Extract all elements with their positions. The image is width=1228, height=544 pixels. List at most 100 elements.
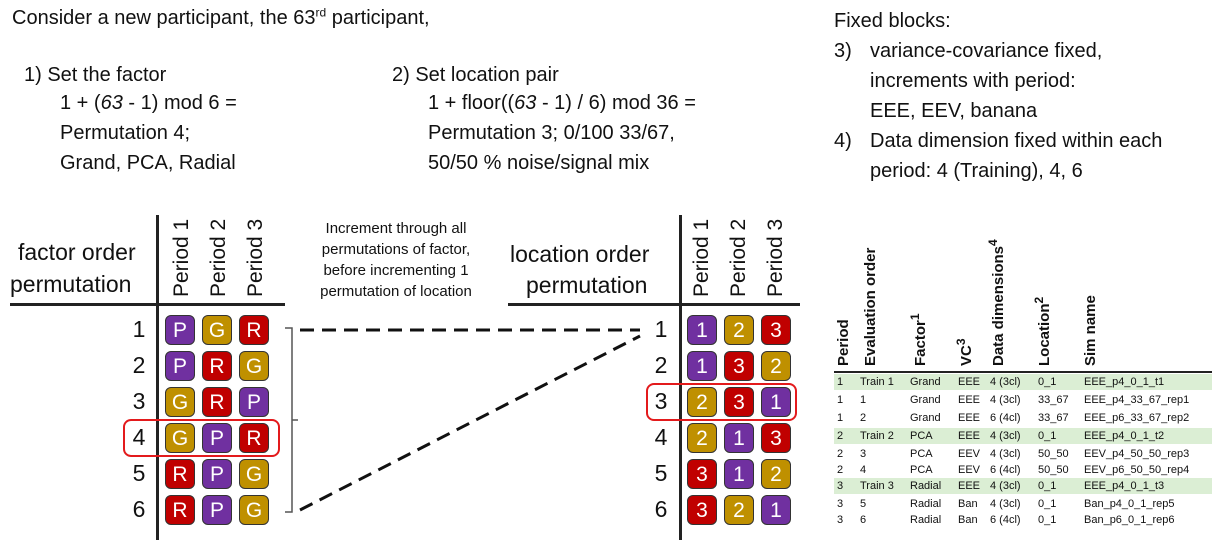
factor-grid-horizontal-line [10,303,285,306]
table-row: 1 2 Grand EEE 6 (4cl) 33_67 EEE_p6_33_67_rep2 [834,410,1212,426]
table-cell: 33_67 [1038,412,1069,424]
table-cell: Ban_p6_0_1_rep6 [1084,514,1175,526]
factor-bracket [285,327,298,513]
table-cell: 4 (3cl) [990,480,1021,492]
table-cell: Train 3 [860,480,894,492]
table-cell: 6 [860,514,867,526]
table-cell: EEE [958,480,981,492]
location-period-2: Period 2 [727,218,750,297]
factor-cell: R [202,351,232,381]
sim-table-header-text: Period [835,319,852,366]
step1-permutation: Permutation 4; [60,122,191,144]
factor-cell: R [239,423,269,453]
table-cell: EEE [958,412,981,424]
table-cell: 5 [860,498,867,510]
step1-heading: 1) Set the factor [24,64,167,86]
location-cell: 3 [724,387,754,417]
factor-cell: P [239,387,269,417]
sim-table-header-text: Factor [912,320,929,366]
sim-table-header-sup: 2 [1032,296,1046,304]
factor-cell: G [165,387,195,417]
location-cell: 1 [724,459,754,489]
table-cell: EEV [958,464,981,476]
location-cell: 2 [724,495,754,525]
factor-grid-vertical-line [156,215,159,540]
table-cell: 50_50 [1038,448,1069,460]
factor-cell: P [202,423,232,453]
sim-table-header: Data dimensions4 [986,239,1008,366]
table-cell: Ban_p4_0_1_rep5 [1084,498,1175,510]
table-cell: 3 [860,448,867,460]
table-cell: EEE_p4_0_1_t2 [1084,430,1165,442]
table-cell: 0_1 [1038,376,1057,388]
step2-mix: 50/50 % noise/signal mix [428,152,650,174]
table-cell: EEE [958,376,981,388]
location-cell: 3 [761,423,791,453]
location-cell: 3 [687,459,717,489]
table-cell: 1 [837,412,844,424]
table-cell: 4 (3cl) [990,394,1021,406]
factor-cell: G [239,495,269,525]
table-cell: 1 [860,394,867,406]
table-cell: 3 [837,480,844,492]
sim-table-header: VC3 [954,338,976,366]
location-cell: 3 [761,315,791,345]
sim-table-header: Location2 [1032,297,1054,366]
location-row-number: 1 [654,316,668,342]
location-cell: 1 [687,315,717,345]
factor-row-number: 3 [132,388,146,414]
sim-table-header-rule [834,371,1212,373]
location-cell: 1 [761,387,791,417]
table-cell: Train 1 [860,376,894,388]
table-cell: EEE_p6_33_67_rep2 [1084,412,1190,424]
sim-table-header-sup: 3 [954,338,968,346]
sim-table-header: Sim name [1082,295,1100,366]
factor-period-1: Period 1 [170,218,193,297]
sim-table-header-sup: 1 [908,313,922,321]
factor-cell: R [202,387,232,417]
factor-cell: G [239,351,269,381]
step1-factors: Grand, PCA, Radial [60,152,236,174]
table-cell: 4 (3cl) [990,448,1021,460]
sim-table-header-text: Data dimensions [990,245,1007,366]
location-cell: 1 [687,351,717,381]
table-cell: EEE_p4_0_1_t3 [1084,480,1165,492]
sim-table-header-text: Sim name [1082,295,1099,366]
step2-permutation: Permutation 3; 0/100 33/67, [428,122,675,144]
location-row-number: 5 [654,460,668,486]
table-cell: Grand [910,412,941,424]
table-cell: PCA [910,448,933,460]
fixed-4-line1: Data dimension fixed within each [870,130,1163,152]
factor-cell: R [165,495,195,525]
table-cell: 1 [837,394,844,406]
sim-table-header: Period [835,319,853,366]
table-cell: 2 [860,412,867,424]
intro-text: Consider a new participant, the 63rd par… [12,5,430,29]
step2-heading: 2) Set location pair [392,64,559,86]
fixed-3-line1: variance-covariance fixed, [870,40,1103,62]
location-period-3: Period 3 [764,218,787,297]
table-cell: PCA [910,430,933,442]
factor-cell: G [165,423,195,453]
location-grid-horizontal-line [508,303,800,306]
table-cell: Ban [958,498,978,510]
table-cell: 6 (4cl) [990,412,1021,424]
location-cell: 3 [687,495,717,525]
location-label-line2: permutation [526,272,648,298]
step2-formula: 1 + floor((63 - 1) / 6) mod 36 = [428,92,696,114]
factor-cell: P [165,351,195,381]
factor-row-number: 6 [132,496,146,522]
location-row-number: 2 [654,352,668,378]
table-cell: PCA [910,464,933,476]
table-row: 3 6 Radial Ban 6 (4cl) 0_1 Ban_p6_0_1_rep6 [834,512,1212,528]
table-cell: EEV_p4_50_50_rep3 [1084,448,1190,460]
table-cell: 4 (3cl) [990,430,1021,442]
location-cell: 2 [724,315,754,345]
table-cell: 0_1 [1038,430,1057,442]
sim-table-header-text: VC [958,345,975,366]
factor-highlight-box [123,419,280,457]
table-cell: 0_1 [1038,498,1057,510]
sim-table-header-sup: 4 [986,239,1000,246]
factor-cell: G [202,315,232,345]
location-label-line1: location order [510,241,650,267]
